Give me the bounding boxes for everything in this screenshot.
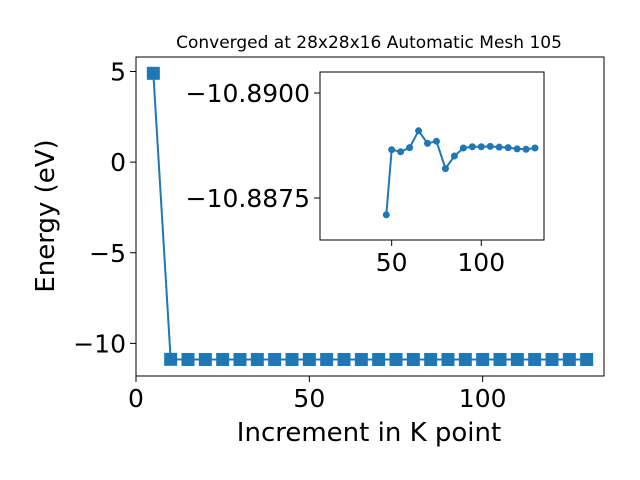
- main-y-tick-label: −10: [73, 329, 126, 358]
- main-data-point: [545, 352, 559, 366]
- main-y-tick-label: 5: [110, 58, 126, 87]
- main-series-line: [152, 73, 587, 361]
- main-data-point: [510, 352, 524, 366]
- inset-data-point: [513, 145, 521, 153]
- inset-data-point: [397, 148, 405, 156]
- main-data-point: [528, 352, 542, 366]
- main-data-point: [216, 352, 230, 366]
- main-data-point: [493, 352, 507, 366]
- inset-data-point: [415, 127, 423, 135]
- inset-data-point: [531, 144, 539, 152]
- main-data-point: [562, 352, 576, 366]
- main-data-point: [458, 352, 472, 366]
- inset-data-point: [477, 143, 485, 151]
- main-data-point: [441, 352, 455, 366]
- main-data-point: [268, 352, 282, 366]
- inset-x-tick-label: 50: [376, 248, 408, 277]
- y-axis-label: Energy (eV): [31, 139, 61, 292]
- inset-data-point: [495, 143, 503, 151]
- inset-data-point: [459, 144, 467, 152]
- main-x-tick-label: 50: [293, 384, 325, 413]
- inset-data-point: [450, 152, 458, 160]
- inset-data-point: [432, 137, 440, 145]
- main-data-point: [302, 352, 316, 366]
- inset-y-tick-label: −10.8900: [186, 79, 310, 108]
- inset-series-line: [385, 128, 536, 215]
- inset-y-tick-label: −10.8875: [186, 184, 310, 213]
- main-data-point: [337, 352, 351, 366]
- inset-data-point: [441, 165, 449, 173]
- inset-x-tick-label: 100: [457, 248, 505, 277]
- inset-data-point: [486, 142, 494, 150]
- inset-data-point: [522, 145, 530, 153]
- inset-data-point: [388, 146, 396, 154]
- inset-data-point: [504, 144, 512, 152]
- main-data-point: [372, 352, 386, 366]
- inset-axes-frame: [319, 71, 545, 241]
- main-x-tick-label: 0: [128, 384, 144, 413]
- inset-data-point: [424, 139, 432, 147]
- main-x-tick-label: 100: [459, 384, 507, 413]
- main-data-point: [198, 352, 212, 366]
- inset-data-point: [406, 144, 414, 152]
- inset-data-point: [382, 211, 390, 219]
- x-axis-label: Increment in K point: [237, 418, 501, 448]
- main-data-point: [424, 352, 438, 366]
- main-data-point: [389, 352, 403, 366]
- inset-data-point: [468, 143, 476, 151]
- chart-title: Converged at 28x28x16 Automatic Mesh 105: [176, 33, 562, 53]
- main-data-point: [146, 66, 160, 80]
- main-data-point: [580, 352, 594, 366]
- inset-plot: 50 100 −10.8900 −10.8875: [186, 71, 545, 277]
- main-data-point: [354, 352, 368, 366]
- main-data-point: [320, 352, 334, 366]
- main-axes-frame: [135, 56, 605, 377]
- main-data-point: [250, 352, 264, 366]
- main-data-point: [233, 352, 247, 366]
- main-data-point: [406, 352, 420, 366]
- main-y-tick-label: −5: [89, 239, 126, 268]
- main-y-tick-label: 0: [110, 148, 126, 177]
- main-data-point: [181, 352, 195, 366]
- main-data-point: [285, 352, 299, 366]
- main-data-point: [164, 352, 178, 366]
- main-data-point: [476, 352, 490, 366]
